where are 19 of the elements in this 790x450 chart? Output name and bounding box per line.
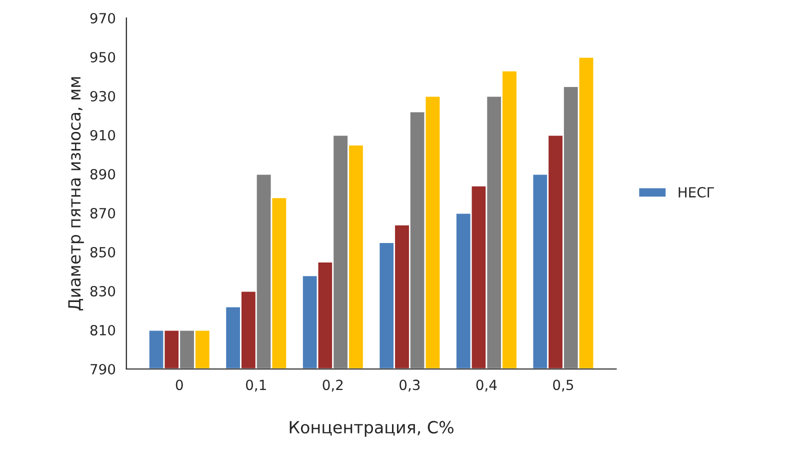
y-tick-label: 950 [90, 52, 116, 62]
x-tick-label: 0,3 [400, 380, 420, 392]
y-tick-label: 810 [90, 324, 116, 336]
y-tick-label: 790 [90, 364, 116, 374]
y-axis-title: Диаметр пятна износа, мм [68, 77, 84, 310]
legend-label: НЕСГ [678, 187, 714, 198]
y-tick-label: 890 [90, 168, 116, 180]
y-tick-label: 970 [90, 12, 116, 24]
x-axis-title: Концентрация, С% [290, 420, 454, 437]
y-tick-label: 870 [90, 208, 116, 218]
x-tick-label: 0 [176, 380, 183, 390]
y-tick-label: 850 [90, 246, 116, 258]
x-tick-label: 0,4 [476, 380, 497, 392]
x-tick-label: 0,1 [246, 380, 266, 392]
x-tick-label: 0,2 [322, 380, 343, 392]
x-tick-label: 0,5 [553, 380, 574, 392]
y-tick-label: 830 [90, 286, 116, 296]
y-tick-label: 930 [90, 90, 116, 102]
y-tick-label: 910 [90, 130, 116, 140]
